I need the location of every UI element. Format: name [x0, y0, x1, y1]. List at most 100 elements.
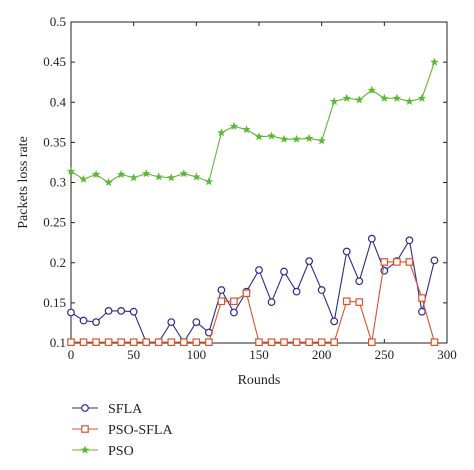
data-point — [405, 96, 414, 106]
data-point — [80, 445, 90, 454]
data-point — [79, 174, 88, 183]
data-point — [317, 286, 326, 294]
series-line — [71, 261, 435, 343]
data-point — [255, 266, 263, 274]
data-point — [167, 318, 176, 327]
data-point — [167, 173, 176, 182]
data-point — [154, 338, 163, 346]
data-point — [392, 93, 402, 102]
x-tick-label: 50 — [127, 347, 140, 362]
data-point — [279, 134, 289, 143]
data-point — [167, 338, 176, 346]
data-point — [79, 316, 88, 325]
data-point — [192, 338, 201, 346]
data-point — [179, 169, 189, 178]
plot-area — [70, 21, 448, 344]
y-tick-label: 0.45 — [43, 54, 66, 69]
data-point — [142, 338, 151, 346]
data-point — [180, 338, 188, 346]
data-point — [418, 294, 426, 302]
data-point — [242, 125, 251, 134]
legend-label: PSO-SFLA — [108, 423, 173, 438]
series-line — [70, 61, 435, 184]
data-point — [217, 286, 226, 294]
data-point — [280, 338, 288, 346]
data-point — [205, 338, 213, 346]
data-point — [405, 258, 414, 266]
data-point — [292, 287, 301, 296]
data-point — [367, 234, 376, 243]
legend: SFLA PSO-SFLA PSO — [72, 402, 173, 459]
data-point — [117, 307, 126, 315]
x-tick-label: 200 — [312, 347, 332, 362]
data-point — [342, 247, 351, 256]
plot-border — [70, 21, 448, 344]
data-point — [418, 307, 426, 316]
data-point — [81, 404, 89, 412]
data-point — [367, 85, 377, 94]
y-tick-label: 0.15 — [43, 295, 66, 310]
series-layer — [66, 57, 439, 347]
y-tick-label: 0.25 — [43, 215, 66, 230]
x-tick-label: 100 — [187, 347, 207, 362]
x-axis-title: Rounds — [238, 373, 281, 388]
data-point — [192, 318, 201, 327]
data-point — [380, 266, 389, 275]
data-point — [317, 136, 326, 145]
y-tick-label: 0.4 — [50, 94, 67, 109]
series-sfla — [67, 234, 439, 347]
data-point — [230, 308, 238, 317]
data-point — [330, 338, 339, 346]
x-tick-label: 250 — [375, 347, 395, 362]
data-point — [116, 170, 126, 179]
data-point — [430, 57, 439, 66]
data-point — [430, 256, 439, 265]
data-point — [342, 93, 351, 102]
data-point — [417, 93, 427, 102]
series-pso — [66, 57, 439, 187]
data-point — [342, 297, 351, 306]
data-point — [355, 95, 364, 104]
data-point — [217, 128, 226, 137]
data-point — [329, 96, 339, 106]
data-point — [355, 298, 364, 306]
data-point — [129, 307, 138, 316]
y-tick-label: 0.3 — [50, 175, 66, 190]
legend-label: SFLA — [108, 402, 143, 417]
data-point — [92, 338, 100, 346]
data-point — [104, 307, 113, 315]
legend-label: PSO — [108, 444, 134, 459]
data-point — [66, 166, 76, 175]
legend-item-pso-sfla: PSO-SFLA — [72, 423, 173, 438]
y-axis-title: Packets loss rate — [16, 136, 31, 229]
data-point — [405, 236, 414, 245]
data-point — [154, 172, 163, 181]
data-point — [380, 93, 389, 102]
data-point — [430, 338, 439, 346]
data-point — [141, 169, 151, 178]
data-point — [280, 267, 288, 276]
x-tick-label: 150 — [249, 347, 269, 362]
data-point — [204, 177, 214, 186]
data-point — [292, 338, 301, 346]
data-point — [393, 258, 401, 266]
data-point — [67, 338, 75, 346]
data-point — [304, 133, 314, 142]
data-point — [368, 338, 376, 346]
legend-item-pso: PSO — [72, 444, 134, 459]
data-point — [117, 338, 125, 346]
data-point — [267, 298, 276, 306]
data-point — [92, 318, 100, 327]
data-point — [292, 134, 301, 143]
y-tick-label: 0.1 — [50, 335, 66, 350]
y-tick-label: 0.35 — [43, 134, 66, 149]
data-point — [380, 258, 389, 266]
data-point — [330, 317, 339, 326]
data-point — [129, 173, 138, 182]
series-pso-sfla — [67, 258, 439, 346]
data-point — [317, 338, 326, 346]
data-point — [255, 338, 263, 346]
data-point — [230, 297, 238, 306]
y-tick-label: 0.5 — [50, 14, 66, 29]
